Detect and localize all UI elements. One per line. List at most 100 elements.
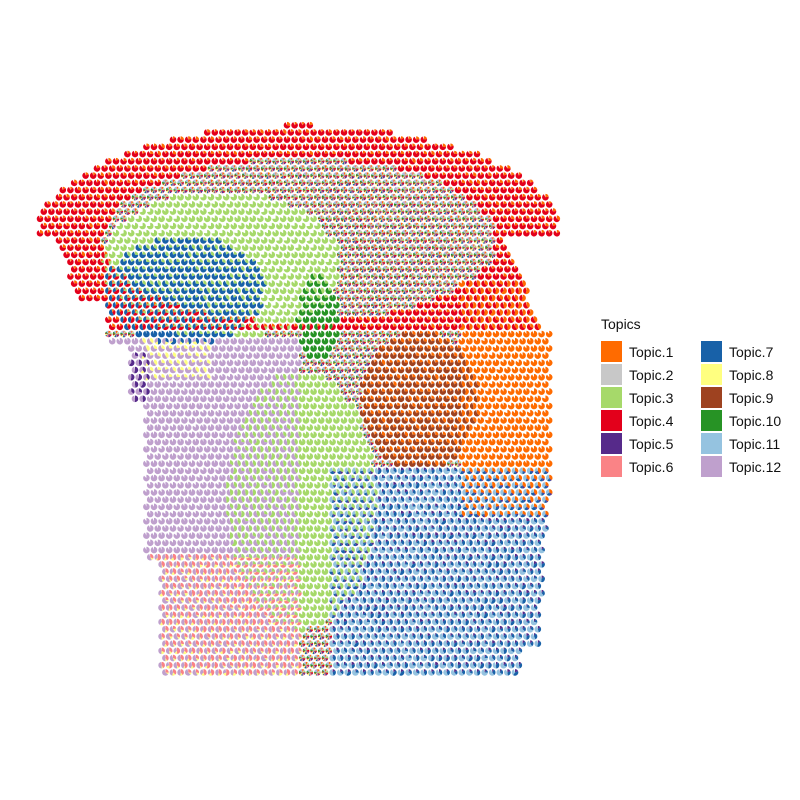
spot-slice bbox=[351, 129, 355, 133]
spot-pie bbox=[344, 165, 352, 172]
spot-slice bbox=[328, 161, 331, 165]
spot-slice bbox=[286, 168, 288, 172]
spot-pie bbox=[82, 215, 89, 223]
spot-pie bbox=[219, 172, 226, 179]
spot-slice bbox=[237, 143, 241, 147]
spot-slice bbox=[245, 167, 249, 170]
spot-slice bbox=[190, 172, 192, 176]
spot-pie bbox=[314, 179, 321, 187]
spot-slice bbox=[423, 136, 428, 140]
spot-pie bbox=[371, 143, 378, 151]
spot-pie bbox=[302, 172, 310, 179]
spot-pie bbox=[298, 165, 306, 172]
spot-pie bbox=[390, 193, 397, 201]
spot-slice bbox=[390, 168, 394, 171]
spot-slice bbox=[252, 161, 256, 165]
spot-pie bbox=[317, 201, 325, 208]
spot-slice bbox=[154, 208, 162, 215]
spot-pie bbox=[131, 150, 139, 158]
spot-pie bbox=[86, 179, 93, 187]
spot-pie bbox=[355, 129, 363, 136]
spot-slice bbox=[287, 167, 291, 169]
spot-slice bbox=[211, 201, 219, 208]
spot-slice bbox=[241, 165, 245, 169]
spot-slice bbox=[328, 159, 333, 162]
spot-slice bbox=[85, 172, 89, 176]
spot-pie bbox=[120, 201, 127, 208]
spot-slice bbox=[260, 166, 265, 169]
spot-slice bbox=[393, 167, 397, 170]
spot-slice bbox=[511, 201, 515, 205]
spot-slice bbox=[541, 201, 545, 205]
spot-pie bbox=[431, 201, 439, 208]
spot-slice bbox=[412, 150, 420, 158]
spot-pie bbox=[139, 179, 146, 187]
spot-slice bbox=[344, 151, 352, 158]
spot-slice bbox=[291, 136, 298, 143]
spot-slice bbox=[165, 150, 168, 154]
spot-pie bbox=[458, 150, 466, 158]
spot-slice bbox=[328, 129, 333, 133]
spot-pie bbox=[420, 193, 428, 201]
spot-pie bbox=[276, 165, 283, 172]
spot-slice bbox=[304, 161, 307, 165]
spot-slice bbox=[245, 143, 249, 147]
spot-slice bbox=[336, 161, 340, 164]
spot-pie bbox=[530, 186, 538, 194]
spot-slice bbox=[143, 215, 150, 223]
spot-pie bbox=[302, 186, 310, 194]
spot-pie bbox=[409, 215, 416, 223]
spot-slice bbox=[245, 172, 247, 176]
spot-slice bbox=[347, 165, 351, 169]
spot-slice bbox=[245, 193, 253, 201]
spot-slice bbox=[314, 136, 321, 143]
spot-pie bbox=[222, 193, 230, 201]
spot-slice bbox=[360, 165, 363, 169]
spot-slice bbox=[378, 165, 382, 169]
spot-pie bbox=[386, 143, 393, 151]
spot-pie bbox=[116, 193, 124, 201]
spot-slice bbox=[334, 161, 337, 165]
spot-pie bbox=[409, 157, 416, 165]
spot-slice bbox=[253, 168, 257, 171]
spot-slice bbox=[336, 158, 339, 162]
spot-pie bbox=[401, 186, 409, 194]
spot-pie bbox=[314, 136, 321, 143]
spot-pie bbox=[348, 129, 355, 136]
spot-slice bbox=[279, 143, 287, 151]
spot-slice bbox=[279, 168, 283, 172]
spot-slice bbox=[484, 179, 488, 183]
spot-pie bbox=[355, 172, 363, 179]
spot-slice bbox=[211, 165, 213, 169]
spot-slice bbox=[127, 158, 135, 165]
spot-slice bbox=[279, 167, 283, 171]
spot-pie bbox=[150, 215, 158, 223]
spot-pie bbox=[283, 193, 291, 201]
spot-slice bbox=[390, 167, 394, 169]
spot-slice bbox=[142, 150, 146, 154]
spot-pie bbox=[374, 179, 382, 187]
spot-pie bbox=[295, 215, 302, 223]
spot-pie bbox=[192, 136, 200, 143]
spot-slice bbox=[336, 136, 344, 143]
spot-pie bbox=[143, 186, 150, 194]
spot-pie bbox=[435, 193, 443, 201]
spot-pie bbox=[492, 201, 500, 208]
spot-pie bbox=[382, 179, 390, 187]
spot-slice bbox=[260, 168, 265, 171]
spot-pie bbox=[105, 215, 112, 223]
spot-slice bbox=[135, 150, 138, 154]
spot-slice bbox=[139, 150, 146, 158]
spot-pie bbox=[276, 136, 283, 143]
spot-slice bbox=[188, 136, 192, 140]
spot-slice bbox=[207, 172, 210, 176]
spot-slice bbox=[378, 143, 386, 151]
spot-slice bbox=[290, 159, 295, 162]
spot-pie bbox=[249, 186, 257, 194]
spot-slice bbox=[195, 165, 199, 169]
spot-slice bbox=[332, 168, 336, 172]
spot-slice bbox=[382, 157, 386, 162]
spot-slice bbox=[306, 222, 314, 230]
spot-slice bbox=[173, 201, 181, 208]
spot-slice bbox=[359, 157, 363, 162]
